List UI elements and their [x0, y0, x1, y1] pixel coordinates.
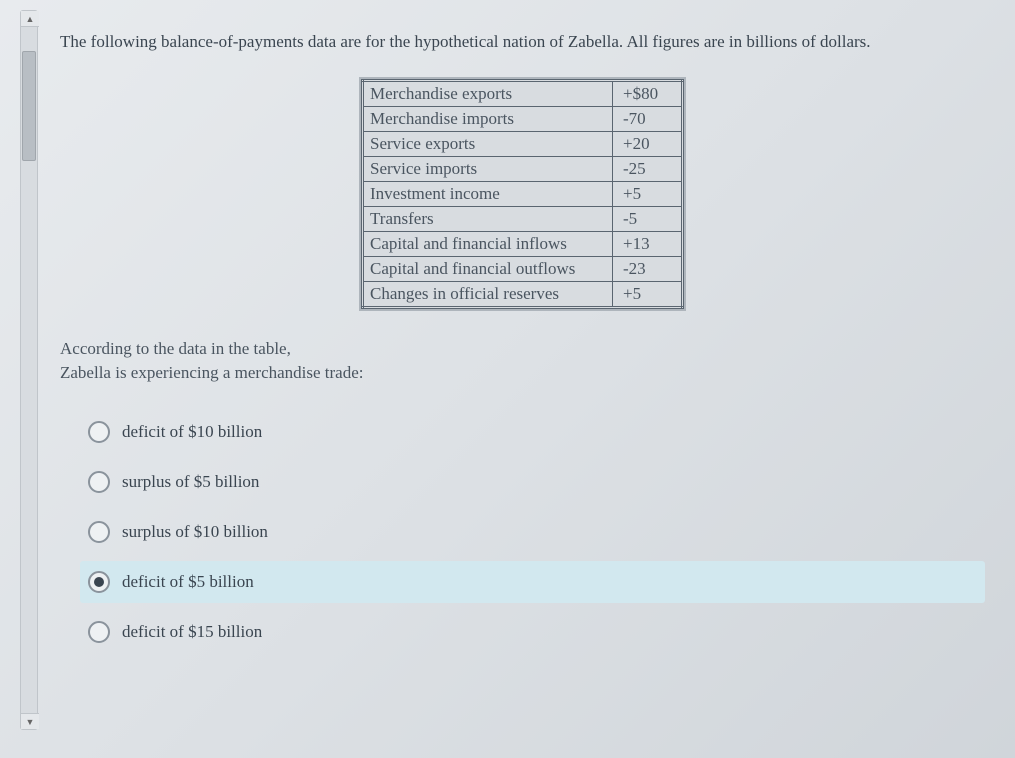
table-cell-label: Capital and financial inflows	[363, 231, 613, 256]
option-label: deficit of $10 billion	[122, 422, 262, 442]
table-cell-label: Transfers	[363, 206, 613, 231]
question-content: The following balance-of-payments data a…	[60, 30, 985, 661]
balance-of-payments-table: Merchandise exports+$80Merchandise impor…	[361, 79, 684, 309]
answer-options: deficit of $10 billion surplus of $5 bill…	[80, 411, 985, 653]
question-lead-line-2: Zabella is experiencing a merchandise tr…	[60, 363, 364, 382]
scrollbar-track[interactable]: ▲ ▼	[20, 10, 38, 730]
radio-button[interactable]	[88, 421, 110, 443]
table-row: Capital and financial inflows+13	[363, 231, 683, 256]
table-cell-label: Service imports	[363, 156, 613, 181]
table-cell-label: Investment income	[363, 181, 613, 206]
table-cell-value: -25	[613, 156, 683, 181]
option-label: deficit of $5 billion	[122, 572, 254, 592]
option-label: deficit of $15 billion	[122, 622, 262, 642]
table-cell-label: Capital and financial outflows	[363, 256, 613, 281]
table-row: Merchandise imports-70	[363, 106, 683, 131]
table-cell-value: -5	[613, 206, 683, 231]
answer-option[interactable]: deficit of $10 billion	[80, 411, 985, 453]
answer-option[interactable]: deficit of $15 billion	[80, 611, 985, 653]
table-row: Investment income+5	[363, 181, 683, 206]
radio-button[interactable]	[88, 521, 110, 543]
table-cell-value: -23	[613, 256, 683, 281]
question-lead-line-1: According to the data in the table,	[60, 339, 291, 358]
scroll-up-arrow[interactable]: ▲	[21, 11, 39, 27]
option-label: surplus of $5 billion	[122, 472, 259, 492]
table-cell-value: +5	[613, 181, 683, 206]
radio-button[interactable]	[88, 571, 110, 593]
answer-option[interactable]: surplus of $10 billion	[80, 511, 985, 553]
prompt-text: The following balance-of-payments data a…	[60, 30, 980, 54]
option-label: surplus of $10 billion	[122, 522, 268, 542]
table-container: Merchandise exports+$80Merchandise impor…	[60, 79, 985, 309]
table-row: Merchandise exports+$80	[363, 80, 683, 106]
table-cell-label: Service exports	[363, 131, 613, 156]
table-row: Capital and financial outflows-23	[363, 256, 683, 281]
table-row: Transfers-5	[363, 206, 683, 231]
question-lead: According to the data in the table, Zabe…	[60, 337, 985, 386]
radio-button[interactable]	[88, 621, 110, 643]
table-cell-label: Changes in official reserves	[363, 281, 613, 307]
scroll-thumb[interactable]	[22, 51, 36, 161]
table-row: Service imports-25	[363, 156, 683, 181]
table-cell-value: +20	[613, 131, 683, 156]
table-cell-label: Merchandise exports	[363, 80, 613, 106]
table-row: Service exports+20	[363, 131, 683, 156]
scroll-down-arrow[interactable]: ▼	[21, 713, 39, 729]
table-cell-label: Merchandise imports	[363, 106, 613, 131]
table-cell-value: -70	[613, 106, 683, 131]
answer-option[interactable]: surplus of $5 billion	[80, 461, 985, 503]
table-cell-value: +$80	[613, 80, 683, 106]
table-cell-value: +13	[613, 231, 683, 256]
radio-button[interactable]	[88, 471, 110, 493]
answer-option[interactable]: deficit of $5 billion	[80, 561, 985, 603]
table-row: Changes in official reserves+5	[363, 281, 683, 307]
table-cell-value: +5	[613, 281, 683, 307]
